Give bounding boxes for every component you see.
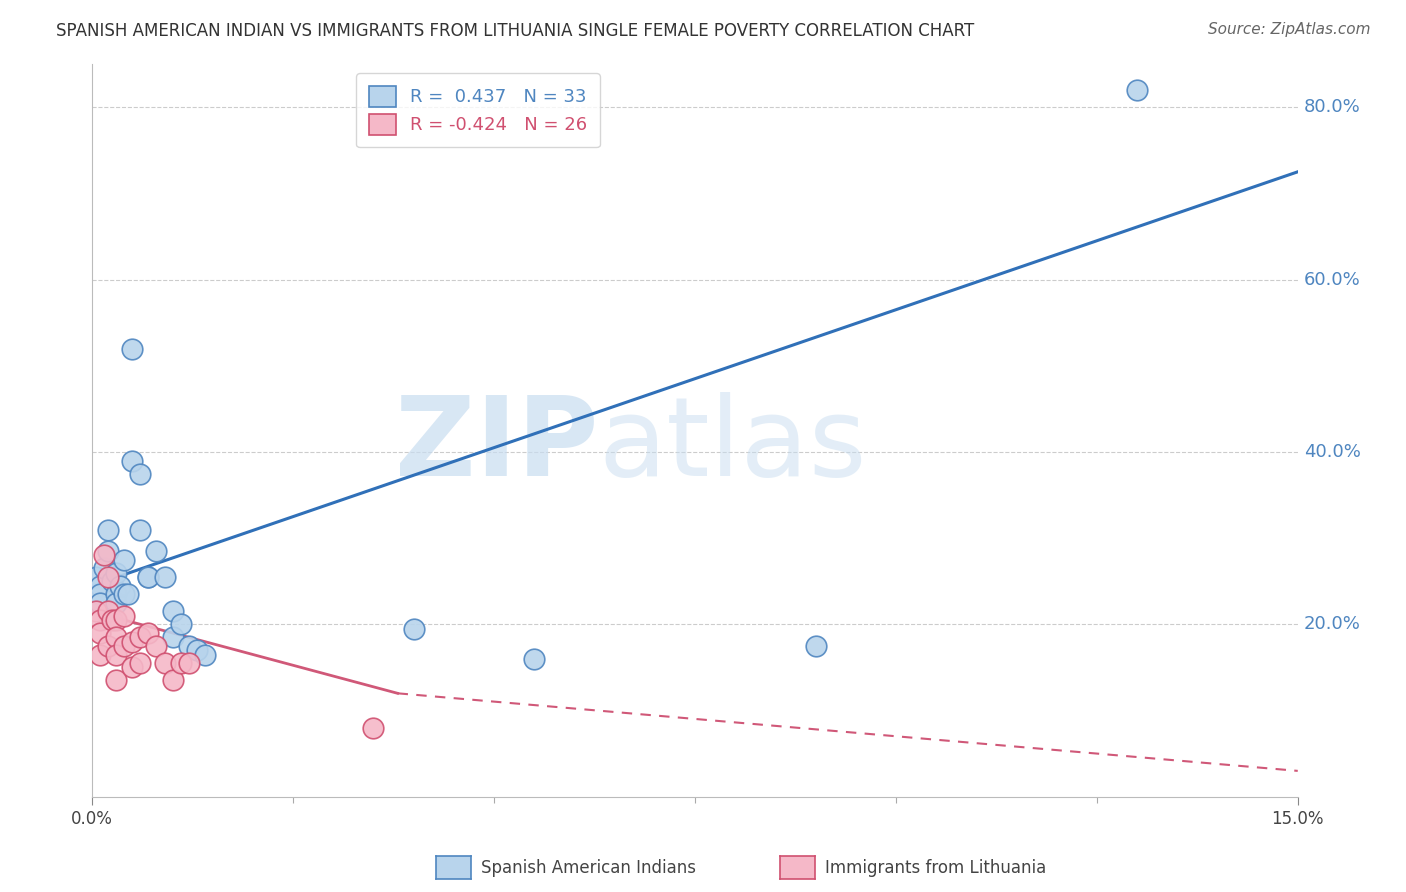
Point bbox=[89, 613, 111, 627]
Point bbox=[97, 523, 120, 537]
Text: ZIP: ZIP bbox=[395, 392, 599, 499]
Point bbox=[112, 552, 135, 566]
Point bbox=[112, 587, 135, 601]
Point bbox=[89, 587, 111, 601]
Point bbox=[153, 570, 176, 584]
Point bbox=[177, 639, 200, 653]
Text: SPANISH AMERICAN INDIAN VS IMMIGRANTS FROM LITHUANIA SINGLE FEMALE POVERTY CORRE: SPANISH AMERICAN INDIAN VS IMMIGRANTS FR… bbox=[56, 22, 974, 40]
Point bbox=[129, 656, 152, 670]
Legend: R =  0.437   N = 33, R = -0.424   N = 26: R = 0.437 N = 33, R = -0.424 N = 26 bbox=[356, 73, 600, 147]
Point bbox=[402, 622, 425, 636]
Text: atlas: atlas bbox=[599, 392, 868, 499]
Point bbox=[129, 630, 152, 644]
Point bbox=[145, 639, 167, 653]
Point bbox=[89, 626, 111, 640]
Point bbox=[105, 587, 128, 601]
Point bbox=[89, 578, 111, 592]
Point bbox=[129, 467, 152, 481]
Text: 20.0%: 20.0% bbox=[1303, 615, 1361, 633]
Point bbox=[194, 648, 217, 662]
Point bbox=[110, 578, 132, 592]
Text: 60.0%: 60.0% bbox=[1303, 270, 1361, 288]
Point bbox=[89, 648, 111, 662]
Point bbox=[138, 570, 160, 584]
Point bbox=[101, 613, 124, 627]
Point bbox=[169, 656, 191, 670]
Point bbox=[177, 656, 200, 670]
Point bbox=[105, 673, 128, 688]
Text: 80.0%: 80.0% bbox=[1303, 98, 1361, 116]
Point bbox=[97, 544, 120, 558]
Point bbox=[138, 626, 160, 640]
Point bbox=[93, 561, 115, 575]
Point bbox=[105, 566, 128, 580]
Point bbox=[121, 342, 143, 356]
Point bbox=[93, 549, 115, 563]
Point bbox=[89, 596, 111, 610]
Text: Spanish American Indians: Spanish American Indians bbox=[481, 859, 696, 877]
Text: Immigrants from Lithuania: Immigrants from Lithuania bbox=[825, 859, 1046, 877]
Point bbox=[363, 721, 385, 735]
Point bbox=[97, 639, 120, 653]
Point bbox=[1126, 83, 1149, 97]
Point bbox=[804, 639, 827, 653]
Point bbox=[105, 630, 128, 644]
Point bbox=[112, 608, 135, 623]
Point bbox=[153, 656, 176, 670]
Point bbox=[138, 570, 160, 584]
Point bbox=[523, 652, 546, 666]
Point bbox=[105, 648, 128, 662]
Point bbox=[112, 639, 135, 653]
Point bbox=[97, 604, 120, 618]
Point bbox=[186, 643, 208, 657]
Point bbox=[162, 604, 184, 618]
Point bbox=[105, 596, 128, 610]
Point bbox=[145, 544, 167, 558]
Point bbox=[105, 613, 128, 627]
Point bbox=[101, 574, 124, 589]
Point bbox=[162, 630, 184, 644]
Point bbox=[121, 634, 143, 648]
Point bbox=[97, 570, 120, 584]
Point bbox=[84, 604, 107, 618]
Point bbox=[129, 523, 152, 537]
Point bbox=[121, 453, 143, 467]
Point bbox=[84, 570, 107, 584]
Point bbox=[162, 673, 184, 688]
Point bbox=[121, 660, 143, 674]
Point bbox=[117, 587, 139, 601]
Text: 40.0%: 40.0% bbox=[1303, 443, 1361, 461]
Point bbox=[169, 617, 191, 632]
Text: Source: ZipAtlas.com: Source: ZipAtlas.com bbox=[1208, 22, 1371, 37]
